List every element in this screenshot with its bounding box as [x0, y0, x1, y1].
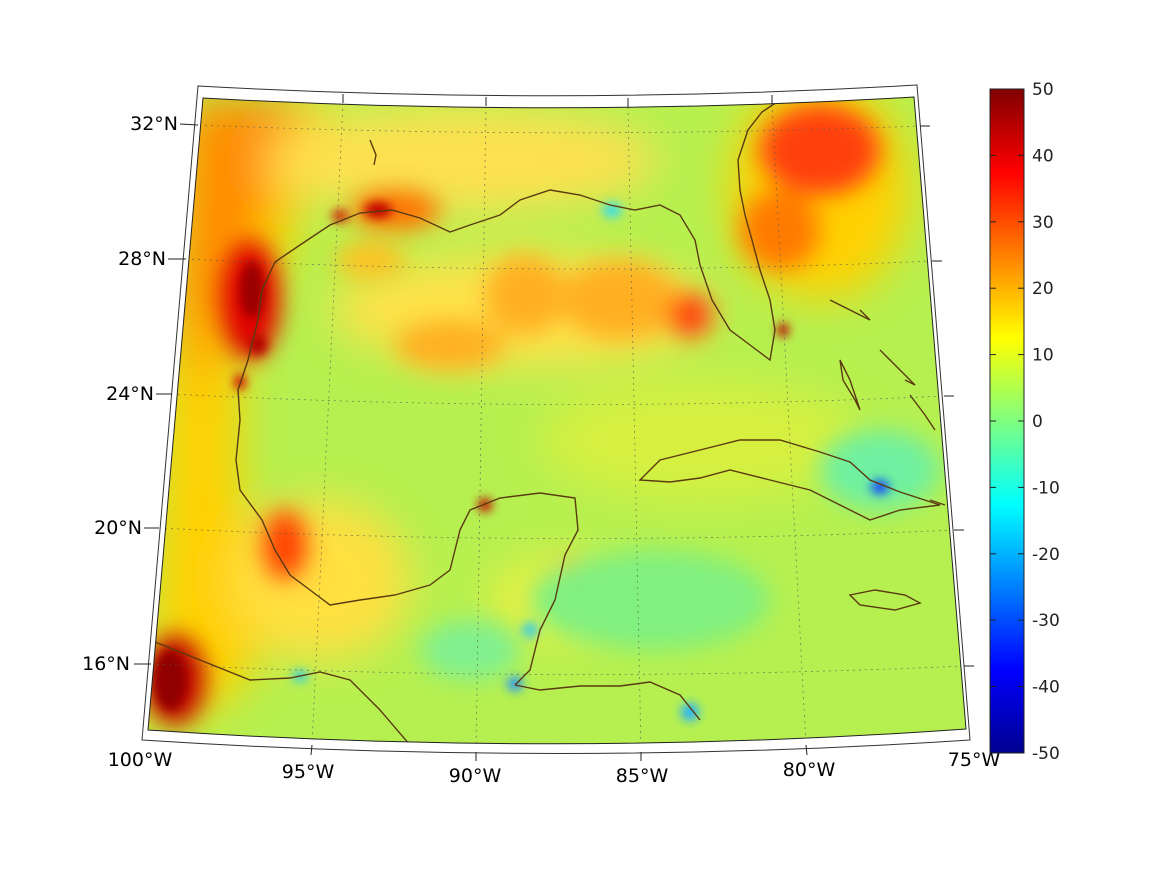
map-frame-outer — [141, 84, 971, 754]
colorbar-tick-label: -20 — [1032, 545, 1060, 565]
graticule — [150, 102, 965, 744]
lat-label-16: 16°N — [82, 653, 130, 675]
lat-label-28: 28°N — [118, 248, 166, 270]
lon-label-95: 95°W — [282, 761, 335, 783]
lon-label-90: 90°W — [449, 765, 502, 787]
lon-label-100: 100°W — [108, 749, 173, 771]
colorbar-tick-label: 50 — [1032, 80, 1054, 100]
coastlines — [149, 99, 946, 744]
colorbar-tick-label: 0 — [1032, 412, 1043, 432]
latitude-labels: 32°N 28°N 24°N 20°N 16°N — [82, 113, 178, 675]
colorbar-tick-label: -30 — [1032, 611, 1060, 631]
lon-label-80: 80°W — [783, 759, 836, 781]
lat-label-20: 20°N — [94, 517, 142, 539]
colorbar-tick-label: 10 — [1032, 346, 1054, 366]
colorbar: 50 40 30 20 10 0 -10 -20 -30 -40 -50 — [989, 80, 1060, 764]
lat-label-24: 24°N — [106, 383, 154, 405]
colorbar-tick-label: -50 — [1032, 744, 1060, 764]
lon-label-75: 75°W — [948, 749, 1001, 771]
colorbar-tick-label: 40 — [1032, 146, 1054, 166]
colorbar-tick-label: 30 — [1032, 213, 1054, 233]
lat-label-32: 32°N — [130, 113, 178, 135]
longitude-labels: 100°W 95°W 90°W 85°W 80°W 75°W — [108, 749, 1001, 787]
map-field — [148, 97, 966, 744]
colorbar-ticks: 50 40 30 20 10 0 -10 -20 -30 -40 -50 — [990, 80, 1060, 764]
colorbar-tick-label: -10 — [1032, 478, 1060, 498]
map-frame — [147, 96, 967, 745]
lon-label-85: 85°W — [616, 765, 669, 787]
colorbar-tick-label: 20 — [1032, 279, 1054, 299]
colorbar-tick-label: -40 — [1032, 678, 1060, 698]
